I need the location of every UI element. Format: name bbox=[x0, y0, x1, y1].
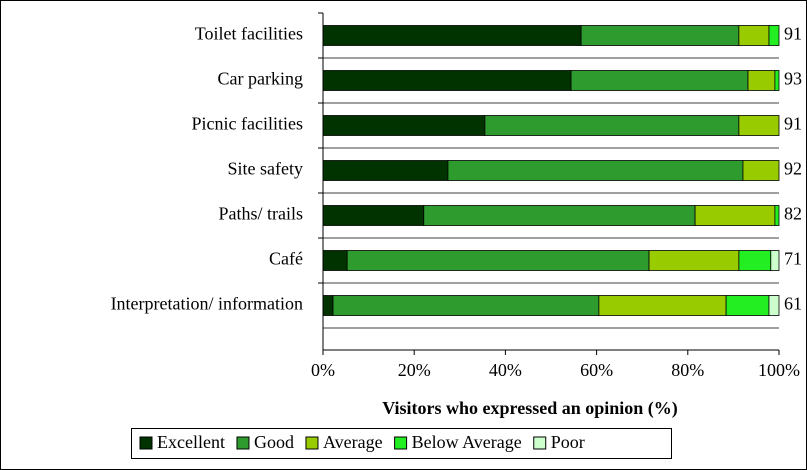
annotation: 91 bbox=[784, 114, 802, 134]
bar-segment bbox=[580, 25, 740, 46]
bar-segment bbox=[768, 25, 780, 46]
annotation: 92 bbox=[784, 159, 802, 179]
legend-label: Good bbox=[254, 432, 294, 452]
bar-segment bbox=[738, 115, 780, 136]
bar-segment bbox=[747, 70, 776, 91]
x-tick-label: 60% bbox=[580, 360, 613, 380]
legend-swatch bbox=[236, 436, 250, 450]
bar-segment bbox=[768, 295, 780, 316]
bar-segment bbox=[322, 115, 486, 136]
legend-swatch bbox=[305, 436, 319, 450]
legend-label: Excellent bbox=[157, 432, 225, 452]
bar-segment bbox=[742, 160, 780, 181]
x-axis-title: Visitors who expressed an opinion (%) bbox=[382, 398, 678, 419]
bar-segment bbox=[598, 295, 727, 316]
bar-segment bbox=[332, 295, 600, 316]
bar-segment bbox=[738, 250, 772, 271]
annotation: 71 bbox=[784, 249, 802, 269]
bar-segment bbox=[322, 295, 334, 316]
x-tick-label: 0% bbox=[311, 360, 335, 380]
bar-segment bbox=[770, 250, 780, 271]
bar-segment bbox=[322, 70, 572, 91]
annotation: 61 bbox=[784, 294, 802, 314]
annotation: 91 bbox=[784, 24, 802, 44]
legend-label: Below Average bbox=[412, 432, 522, 452]
x-tick-label: 20% bbox=[398, 360, 431, 380]
annotation: 82 bbox=[784, 204, 802, 224]
bar-segment bbox=[322, 250, 348, 271]
legend-swatch bbox=[139, 436, 153, 450]
y-tick-label: Café bbox=[269, 249, 303, 269]
legend-label: Poor bbox=[551, 432, 585, 452]
bar-segment bbox=[725, 295, 770, 316]
annotation: 93 bbox=[784, 69, 802, 89]
bar-segment bbox=[322, 160, 449, 181]
legend-label: Average bbox=[323, 432, 383, 452]
bar-segment bbox=[423, 205, 696, 226]
bar-segment bbox=[774, 70, 780, 91]
bar-segment bbox=[447, 160, 744, 181]
y-tick-label: Paths/ trails bbox=[219, 204, 304, 224]
bar-segment bbox=[648, 250, 740, 271]
bar-segment bbox=[484, 115, 740, 136]
x-tick-label: 80% bbox=[671, 360, 704, 380]
legend-swatch bbox=[533, 436, 547, 450]
bar-segment bbox=[346, 250, 650, 271]
bar-segment bbox=[738, 25, 770, 46]
bar-segment bbox=[694, 205, 776, 226]
bar-segment bbox=[322, 25, 582, 46]
y-tick-label: Site safety bbox=[228, 159, 303, 179]
y-tick-label: Picnic facilities bbox=[192, 114, 303, 134]
x-tick-label: 40% bbox=[489, 360, 522, 380]
y-tick-label: Interpretation/ information bbox=[111, 294, 303, 314]
bar-segment bbox=[570, 70, 749, 91]
y-tick-label: Toilet facilities bbox=[195, 24, 303, 44]
x-tick-label: 100% bbox=[758, 360, 800, 380]
bar-segment bbox=[322, 205, 425, 226]
y-tick-label: Car parking bbox=[218, 69, 303, 89]
bar-segment bbox=[774, 205, 780, 226]
legend-swatch bbox=[394, 436, 408, 450]
